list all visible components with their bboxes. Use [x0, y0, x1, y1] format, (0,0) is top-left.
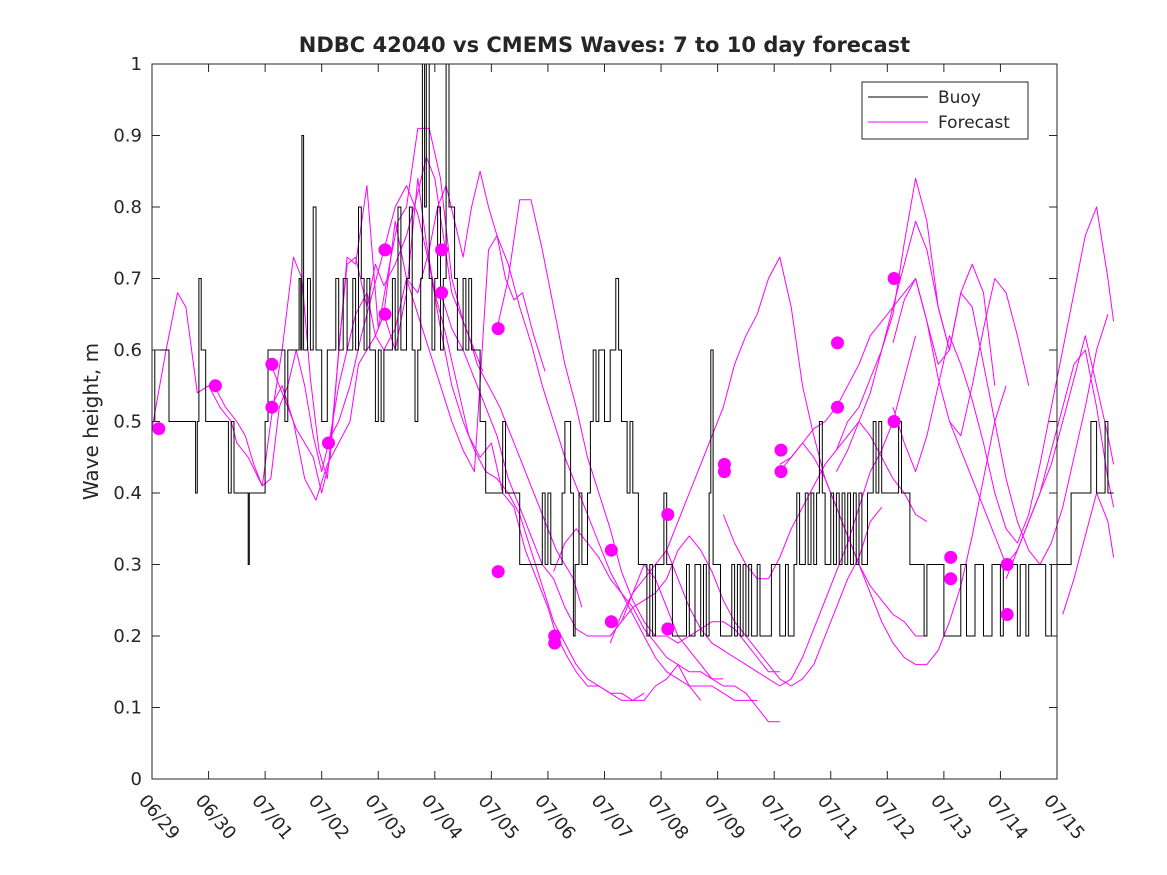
forecast-marker	[831, 336, 844, 350]
y-tick-label: 0.3	[113, 555, 142, 576]
forecast-line	[666, 335, 917, 687]
forecast-marker	[604, 543, 618, 557]
forecast-marker	[661, 508, 675, 521]
y-axis-label: Wave height, m	[79, 343, 103, 500]
forecast-marker	[208, 379, 222, 393]
forecast-line	[835, 278, 1030, 451]
forecast-marker	[322, 436, 335, 450]
buoy-line	[152, 63, 1114, 637]
y-tick-label: 0.6	[113, 340, 142, 361]
forecast-marker	[265, 357, 279, 371]
y-axis-ticks: 0 0.1 0.2 0.3 0.4 0.5 0.6 0.7 0.8 0.9 1	[113, 54, 1057, 790]
forecast-marker	[1000, 608, 1014, 621]
x-tick-label: 07/05	[474, 791, 523, 844]
legend: Buoy Forecast	[861, 81, 1029, 140]
chart-title: NDBC 42040 vs CMEMS Waves: 7 to 10 day f…	[299, 33, 910, 57]
forecast-line	[892, 206, 1115, 544]
x-tick-label: 07/01	[247, 791, 296, 844]
forecast-line	[326, 185, 702, 701]
y-tick-label: 0.8	[113, 197, 142, 218]
forecast-line	[892, 278, 1109, 565]
forecast-marker	[887, 415, 901, 428]
x-tick-label: 06/30	[191, 791, 240, 844]
y-tick-label: 0	[131, 769, 142, 790]
forecast-marker	[152, 422, 166, 436]
forecast-line	[835, 177, 996, 472]
x-tick-label: 07/11	[813, 791, 862, 844]
legend-box	[861, 81, 1029, 140]
legend-label-forecast: Forecast	[938, 113, 1010, 133]
forecast-marker	[661, 622, 675, 636]
forecast-marker	[378, 307, 392, 321]
forecast-marker	[944, 572, 958, 586]
forecast-line	[1005, 349, 1115, 579]
y-tick-label: 0.5	[113, 412, 142, 433]
forecast-marker	[548, 636, 562, 650]
x-axis-ticks: 06/29 06/30 07/01 07/02 07/03 07/04 07/05 07/06…	[134, 64, 1089, 844]
x-tick-label: 07/06	[530, 791, 579, 844]
x-tick-label: 07/02	[304, 791, 353, 844]
legend-label-buoy: Buoy	[938, 88, 981, 108]
forecast-line	[779, 385, 1007, 666]
x-tick-label: 07/07	[587, 791, 636, 844]
forecast-marker	[435, 243, 449, 257]
x-tick-label: 07/14	[983, 791, 1032, 844]
forecast-marker	[774, 443, 788, 457]
forecast-marker	[774, 465, 788, 479]
y-tick-label: 0.4	[113, 483, 142, 504]
forecast-markers	[152, 243, 1014, 650]
forecast-marker	[491, 322, 505, 336]
x-tick-label: 07/15	[1039, 791, 1088, 844]
y-tick-label: 0.7	[113, 269, 142, 290]
forecast-line	[270, 177, 645, 701]
forecast-marker	[435, 286, 449, 300]
x-tick-label: 07/10	[756, 791, 805, 844]
forecast-marker	[604, 615, 618, 629]
forecast-marker	[1000, 558, 1014, 571]
x-tick-label: 07/09	[700, 791, 749, 844]
forecast-marker	[378, 243, 392, 257]
x-tick-label: 07/04	[417, 791, 466, 844]
x-tick-label: 07/03	[360, 791, 409, 844]
forecast-marker	[717, 465, 731, 479]
x-tick-label: 06/29	[134, 791, 183, 844]
x-tick-label: 07/13	[926, 791, 975, 844]
y-tick-label: 1	[131, 54, 142, 75]
forecast-line	[609, 256, 927, 644]
forecast-line	[1062, 492, 1115, 615]
forecast-line	[270, 156, 583, 608]
y-tick-label: 0.2	[113, 626, 142, 647]
forecast-line	[496, 199, 780, 673]
x-tick-label: 07/12	[869, 791, 918, 844]
forecast-line	[383, 220, 724, 680]
forecast-marker	[831, 400, 844, 414]
forecast-marker	[887, 272, 901, 285]
forecast-line	[779, 220, 950, 472]
buoy-series	[152, 63, 1114, 637]
forecast-line	[151, 127, 484, 487]
y-tick-label: 0.1	[113, 698, 142, 719]
forecast-marker	[944, 550, 958, 564]
y-tick-label: 0.9	[113, 126, 142, 147]
forecast-marker	[491, 565, 505, 579]
x-tick-label: 07/08	[643, 791, 692, 844]
forecast-marker	[265, 400, 279, 414]
